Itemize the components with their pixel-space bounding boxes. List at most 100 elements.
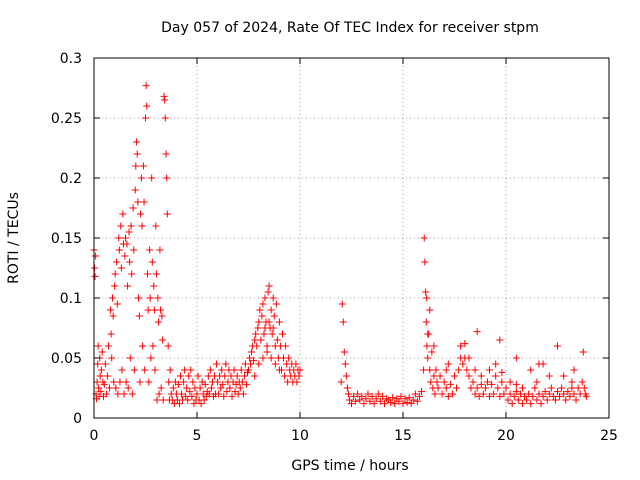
data-point xyxy=(345,396,353,404)
data-point xyxy=(444,360,452,368)
data-point xyxy=(259,300,267,308)
data-point xyxy=(387,398,395,406)
data-point xyxy=(570,366,578,374)
data-point xyxy=(422,318,430,326)
data-point xyxy=(461,340,469,348)
data-point xyxy=(399,400,407,408)
data-point xyxy=(560,372,568,380)
data-point xyxy=(134,294,142,302)
data-point xyxy=(376,397,384,405)
data-point xyxy=(92,252,100,260)
data-point xyxy=(214,378,222,386)
data-point xyxy=(101,360,109,368)
data-point xyxy=(97,388,105,396)
y-tick-label: 0.05 xyxy=(51,351,82,367)
data-point xyxy=(91,272,99,280)
data-point xyxy=(582,392,590,400)
data-point xyxy=(374,390,382,398)
data-point xyxy=(451,372,458,380)
data-point xyxy=(293,378,301,386)
y-axis-label: ROTI / TECUs xyxy=(6,192,22,284)
data-point xyxy=(104,342,112,350)
data-point xyxy=(246,354,254,362)
y-tick-label: 0 xyxy=(73,411,82,427)
data-point xyxy=(405,394,413,402)
data-point xyxy=(157,384,165,392)
data-point xyxy=(110,378,118,386)
data-point xyxy=(150,306,158,314)
data-point xyxy=(568,384,576,392)
data-point xyxy=(242,380,250,388)
data-point xyxy=(141,366,149,374)
data-point xyxy=(391,400,399,408)
data-point xyxy=(492,360,500,368)
data-point xyxy=(433,378,441,386)
data-point xyxy=(122,234,130,242)
data-point xyxy=(430,342,438,350)
data-point xyxy=(186,388,194,396)
data-point xyxy=(578,378,586,386)
data-point xyxy=(221,372,229,380)
data-point xyxy=(477,380,485,388)
data-point xyxy=(254,324,262,332)
data-point xyxy=(177,372,185,380)
data-point xyxy=(337,378,345,386)
data-point xyxy=(514,396,522,404)
data-point xyxy=(380,400,388,408)
data-point xyxy=(149,342,157,350)
data-point xyxy=(265,282,273,290)
data-point xyxy=(128,390,136,398)
data-point xyxy=(370,400,378,408)
data-point xyxy=(132,162,140,170)
data-point xyxy=(409,396,417,404)
data-point xyxy=(420,234,428,242)
data-point xyxy=(151,366,159,374)
data-point xyxy=(512,354,520,362)
data-point xyxy=(196,384,204,392)
data-point xyxy=(508,400,516,408)
data-point xyxy=(566,392,574,400)
data-point xyxy=(166,366,174,374)
data-point xyxy=(161,96,169,104)
data-point xyxy=(442,384,450,392)
data-point xyxy=(174,380,182,388)
data-point xyxy=(227,372,235,380)
data-point xyxy=(98,348,106,356)
data-point xyxy=(434,384,442,392)
data-point xyxy=(273,336,281,344)
data-point xyxy=(401,395,409,403)
data-point xyxy=(358,392,366,400)
data-point xyxy=(260,330,268,338)
data-point xyxy=(169,384,177,392)
data-point xyxy=(100,380,108,388)
data-point xyxy=(133,150,141,158)
data-point xyxy=(545,372,553,380)
data-point xyxy=(426,366,434,374)
axis-ticks: 0 5 10 15 20 25 0 0.05 0.1 0.15 0.2 0.25 0.3 xyxy=(51,51,618,444)
data-point xyxy=(148,258,156,266)
data-point xyxy=(258,312,266,320)
data-point xyxy=(496,392,504,400)
data-point xyxy=(395,397,403,405)
data-point xyxy=(132,138,140,146)
data-point xyxy=(189,378,197,386)
data-point xyxy=(255,318,263,326)
data-point xyxy=(111,282,119,290)
data-point xyxy=(245,366,252,374)
data-point xyxy=(364,390,372,398)
data-point xyxy=(490,390,498,398)
data-point xyxy=(481,384,489,392)
data-point xyxy=(473,384,481,392)
data-point xyxy=(475,392,483,400)
data-point xyxy=(146,246,154,254)
data-point xyxy=(463,366,471,374)
data-point xyxy=(411,390,419,398)
data-point xyxy=(440,378,448,386)
data-point xyxy=(152,270,160,278)
data-point xyxy=(115,246,123,254)
data-point xyxy=(194,372,202,380)
data-point xyxy=(138,222,146,230)
data-point xyxy=(206,366,214,374)
data-point xyxy=(282,342,290,350)
data-point xyxy=(413,397,421,405)
